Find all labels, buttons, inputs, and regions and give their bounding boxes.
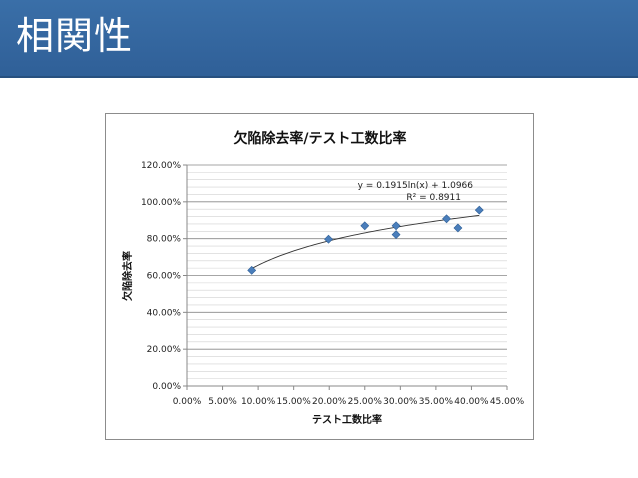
x-tick-label: 0.00% [173, 397, 202, 407]
data-point [442, 214, 451, 224]
y-tick-labels: 0.00% 20.00% 40.00% 60.00% 80.00% 100.00% 120.… [141, 161, 187, 392]
x-tick-label: 40.00% [454, 397, 489, 407]
slide-title: 相関性 [16, 14, 134, 58]
data-point [360, 221, 370, 231]
x-tick-label: 20.00% [312, 397, 347, 407]
y-tick-label: 20.00% [147, 345, 182, 355]
x-tick-labels: 0.00% 5.00% 10.00% 15.00% 20.00% 25.00% 30.00%… [173, 386, 525, 407]
x-tick-label: 5.00% [208, 397, 237, 407]
x-axis-label: テスト工数比率 [312, 413, 382, 426]
x-tick-label: 10.00% [241, 397, 276, 407]
y-tick-label: 120.00% [141, 161, 181, 171]
data-point [391, 230, 401, 240]
data-point [474, 205, 484, 215]
y-tick-label: 40.00% [147, 308, 182, 318]
chart-title: 欠陥除去率/テスト工数比率 [233, 130, 406, 147]
y-tick-label: 100.00% [141, 198, 181, 208]
x-tick-label: 45.00% [490, 397, 525, 407]
data-point [453, 223, 463, 233]
data-point [247, 265, 257, 275]
data-points [247, 205, 484, 275]
trendline [251, 214, 480, 269]
y-tick-label: 0.00% [152, 382, 181, 392]
y-axis-label: 欠陥除去率 [121, 251, 134, 301]
x-tick-label: 35.00% [419, 397, 454, 407]
data-point [391, 221, 401, 231]
data-point [324, 234, 333, 244]
x-tick-label: 25.00% [348, 397, 383, 407]
x-tick-label: 15.00% [277, 397, 312, 407]
y-tick-label: 60.00% [147, 272, 182, 282]
title-bar [0, 0, 638, 78]
trendline-r2: R² = 0.8911 [406, 193, 461, 203]
trendline-equation: y = 0.1915ln(x) + 1.0966 [358, 181, 474, 191]
y-tick-label: 80.00% [147, 235, 182, 245]
x-tick-label: 30.00% [383, 397, 418, 407]
